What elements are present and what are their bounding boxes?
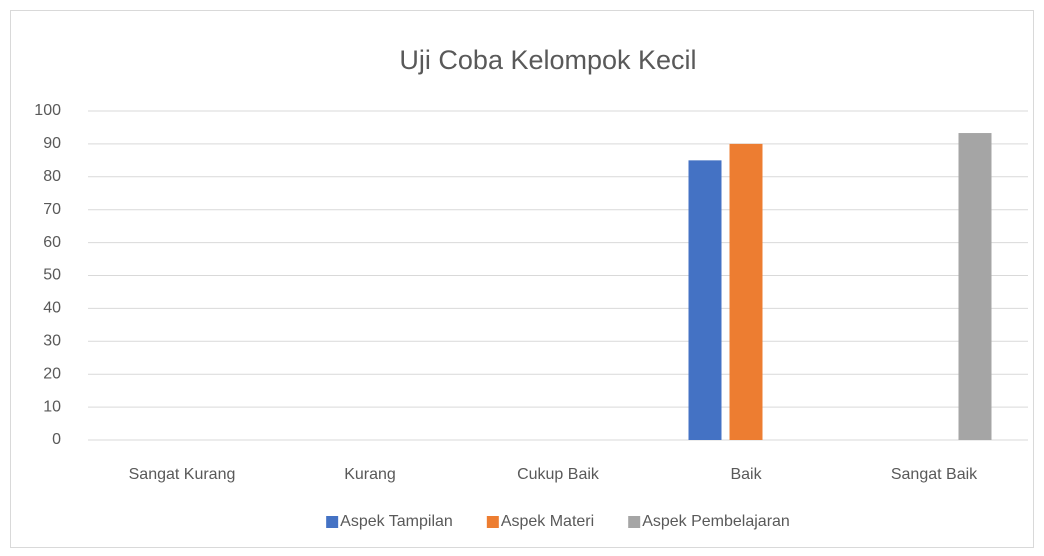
bar [729, 143, 763, 440]
chart-title: Uji Coba Kelompok Kecil [399, 45, 696, 75]
bar [688, 160, 722, 440]
bar [958, 133, 992, 440]
x-tick-label: Sangat Baik [891, 466, 978, 483]
y-tick-label: 70 [43, 201, 61, 218]
legend-swatch [326, 516, 339, 528]
y-tick-label: 10 [43, 398, 61, 415]
x-tick-label: Sangat Kurang [129, 466, 236, 483]
y-tick-label: 60 [43, 234, 61, 251]
legend-swatch [486, 516, 499, 528]
y-tick-label: 20 [43, 365, 61, 382]
y-tick-label: 50 [43, 267, 61, 284]
legend-label: Aspek Pembelajaran [642, 513, 790, 530]
legend-label: Aspek Tampilan [340, 513, 453, 530]
y-tick-label: 30 [43, 333, 61, 350]
legend-swatch [628, 516, 641, 528]
y-tick-label: 40 [43, 300, 61, 317]
chart-frame [10, 10, 1034, 548]
y-tick-label: 100 [34, 102, 61, 119]
y-tick-label: 80 [43, 168, 61, 185]
x-tick-label: Cukup Baik [517, 466, 600, 483]
x-tick-label: Baik [730, 466, 762, 483]
x-tick-label: Kurang [344, 466, 396, 483]
legend-label: Aspek Materi [501, 513, 594, 530]
y-tick-label: 90 [43, 135, 61, 152]
y-tick-label: 0 [52, 431, 61, 448]
